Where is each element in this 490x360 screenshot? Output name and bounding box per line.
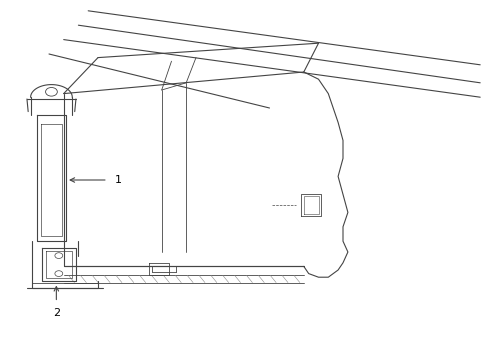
Text: 2: 2 [53,308,60,318]
Text: 1: 1 [115,175,122,185]
